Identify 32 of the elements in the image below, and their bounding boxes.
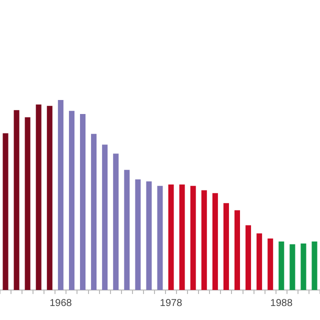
bar [58, 100, 64, 290]
bar [246, 225, 252, 290]
bar [278, 242, 284, 290]
bar [223, 203, 229, 290]
bar [268, 238, 274, 290]
bar [312, 242, 318, 290]
bar [113, 154, 119, 290]
bar [168, 184, 174, 290]
bar [2, 133, 8, 290]
bar [256, 233, 262, 290]
x-tick-label: 1988 [270, 298, 293, 309]
bar [14, 110, 20, 290]
bar [157, 186, 163, 290]
bar [102, 144, 108, 290]
bar [91, 134, 97, 290]
bar [146, 181, 152, 290]
bar [179, 184, 185, 290]
bar [46, 106, 52, 290]
bar [190, 186, 196, 290]
bar [290, 244, 296, 290]
bar [234, 210, 240, 290]
bar [36, 104, 42, 290]
bar [80, 114, 86, 290]
x-tick-label: 1978 [160, 298, 183, 309]
bar [300, 243, 306, 290]
bar [68, 110, 74, 290]
bar [201, 190, 207, 290]
bar [212, 193, 218, 290]
bar [24, 117, 30, 290]
x-tick-label: 1968 [50, 298, 72, 309]
bar [124, 170, 130, 290]
bar [135, 179, 141, 290]
